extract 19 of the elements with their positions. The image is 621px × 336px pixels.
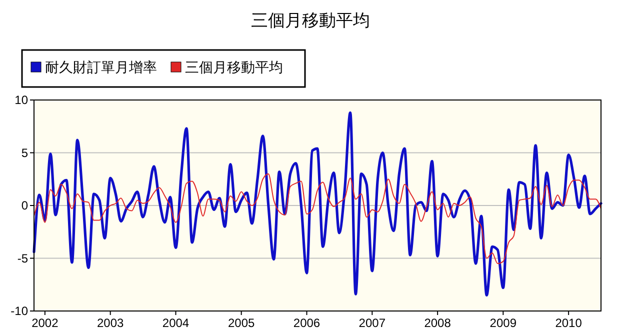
legend-label: 耐久財訂單月增率 <box>45 59 157 75</box>
line-series <box>34 173 602 264</box>
x-tick-label: 2009 <box>490 316 517 330</box>
y-tick-label: 10 <box>14 93 28 107</box>
x-tick-label: 2005 <box>228 316 256 330</box>
y-tick-label: -10 <box>10 304 28 318</box>
line-series <box>32 111 602 296</box>
x-tick-label: 2008 <box>424 316 452 330</box>
x-tick-label: 2003 <box>96 316 124 330</box>
x-tick-label: 2007 <box>358 316 386 330</box>
x-tick-label: 2004 <box>162 316 190 330</box>
y-tick-label: 0 <box>21 198 28 212</box>
x-tick-label: 2010 <box>555 316 582 330</box>
legend-label: 三個月移動平均 <box>185 59 283 75</box>
y-tick-label: -5 <box>17 251 28 266</box>
chart-title: 三個月移動平均 <box>251 11 370 30</box>
y-tick-label: 5 <box>21 146 28 160</box>
x-tick-label: 2002 <box>32 316 59 330</box>
x-tick-label: 2006 <box>293 316 320 330</box>
